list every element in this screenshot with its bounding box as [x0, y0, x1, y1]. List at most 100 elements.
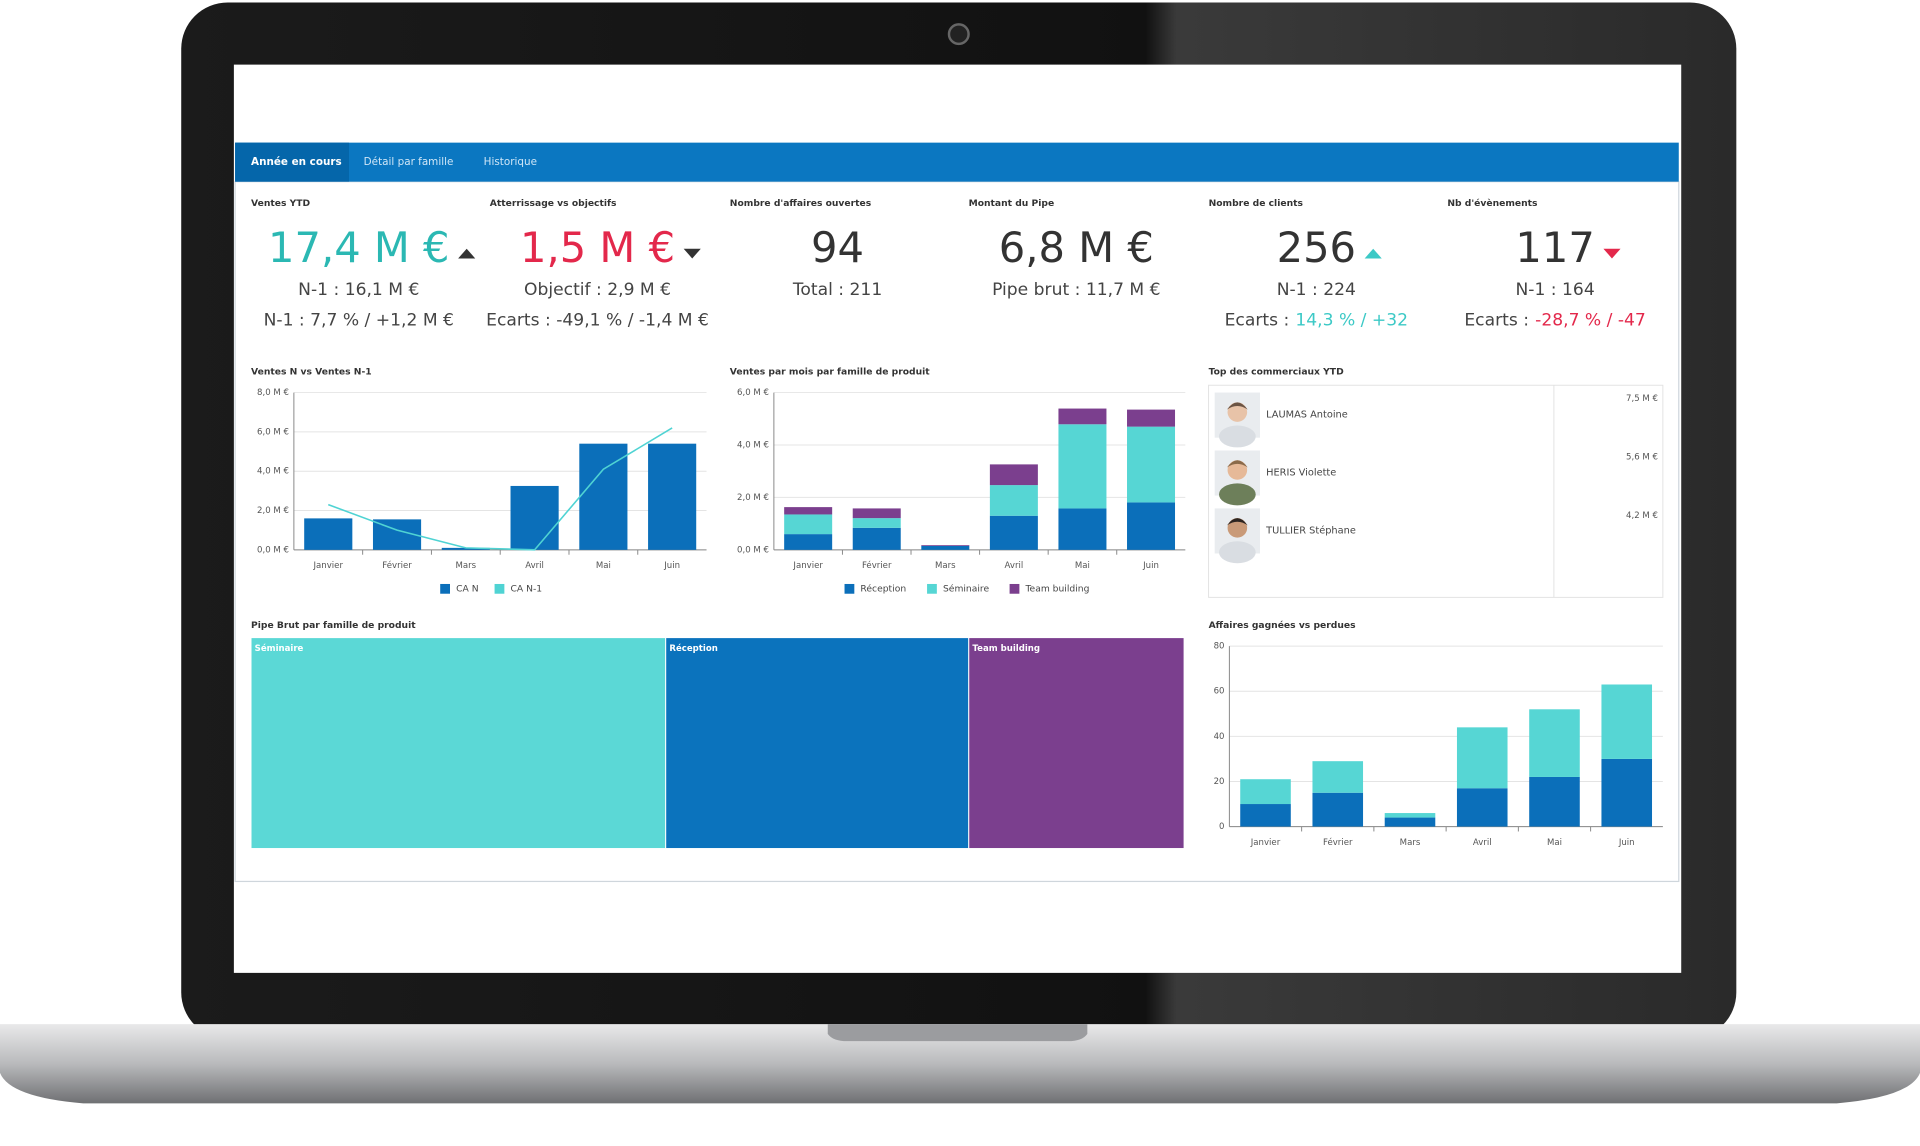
x-tick-label: Mai — [596, 561, 611, 571]
bar-segment — [1456, 788, 1508, 827]
chart-title: Pipe Brut par famille de produit — [251, 620, 416, 631]
y-tick-label: 60 — [1214, 687, 1225, 697]
legend-swatch — [494, 583, 505, 594]
bar-segment — [921, 545, 970, 550]
y-tick-label: 0,0 M € — [737, 545, 769, 555]
trend-arrow — [458, 248, 476, 259]
bar-segment — [989, 485, 1038, 516]
y-tick-label: 6,0 M € — [737, 388, 769, 398]
bar — [510, 485, 559, 550]
sales-value: 4,2 M € — [1626, 511, 1658, 521]
x-tick-label: Janvier — [792, 561, 823, 571]
base-notch — [827, 1024, 1088, 1042]
x-tick-label: Juin — [1618, 838, 1635, 848]
nav-bar — [235, 142, 1679, 182]
bar-segment — [1127, 426, 1176, 503]
bar-segment — [852, 518, 901, 528]
kpi-line-label: Ecarts : — [1464, 311, 1529, 331]
kpi-line: N-1 : 164 — [1515, 280, 1594, 300]
tab-label[interactable]: Historique — [484, 156, 537, 168]
kpi-line-label: Ecarts : — [1225, 311, 1290, 331]
bar-segment — [852, 508, 901, 519]
laptop-base — [0, 1024, 1920, 1104]
x-tick-label: Mai — [1547, 838, 1562, 848]
treemap-label: Réception — [669, 643, 717, 654]
bar-segment — [784, 534, 833, 550]
x-tick-label: Juin — [1142, 561, 1159, 571]
bar-segment — [1240, 804, 1291, 827]
trend-arrow — [1364, 248, 1382, 259]
top-sales-box — [1208, 384, 1664, 598]
avatar-face — [1227, 402, 1248, 422]
y-tick-label: 4,0 M € — [257, 467, 289, 477]
x-tick-label: Février — [862, 560, 892, 571]
x-tick-label: Avril — [525, 561, 544, 571]
trend-arrow — [1603, 248, 1621, 259]
camera — [947, 23, 970, 46]
kpi-value: 256 — [1277, 223, 1356, 272]
kpi-title: Montant du Pipe — [969, 198, 1055, 209]
x-tick-label: Mars — [935, 561, 956, 571]
bar-segment — [1384, 817, 1436, 827]
kpi-value: 6,8 M € — [999, 223, 1154, 272]
kpi-line: Total : 211 — [792, 280, 882, 300]
kpi-value: 94 — [811, 223, 864, 272]
bar-segment — [989, 464, 1038, 486]
tabs: Année en cours Détail par famille Historiq… — [251, 156, 537, 168]
kpi-value: 117 — [1515, 223, 1594, 272]
x-tick-label: Février — [1323, 837, 1353, 848]
line — [327, 427, 673, 551]
bar-segment — [1456, 727, 1508, 789]
bar — [579, 443, 628, 550]
avatar-face — [1227, 460, 1248, 480]
y-tick-label: 0 — [1219, 822, 1224, 832]
tab-label[interactable]: Détail par famille — [364, 156, 454, 168]
y-tick-label: 8,0 M € — [257, 388, 289, 398]
x-tick-label: Mars — [455, 561, 476, 571]
avatar-face — [1227, 518, 1248, 538]
bar-segment — [784, 514, 833, 535]
chart-title: Ventes par mois par famille de produit — [730, 366, 930, 377]
kpi-title: Atterrissage vs objectifs — [490, 198, 617, 209]
kpi-line: N-1 : 224 — [1277, 280, 1356, 300]
bar — [304, 518, 353, 550]
kpi-line: Ecarts : -49,1 % / -1,4 M € — [486, 311, 709, 331]
bar-segment — [1127, 409, 1176, 427]
legend-label: CA N-1 — [510, 583, 542, 594]
y-tick-label: 4,0 M € — [737, 440, 769, 450]
sales-value: 7,5 M € — [1626, 394, 1658, 404]
bar-segment — [1240, 779, 1291, 805]
bar-segment — [852, 527, 901, 550]
y-tick-label: 2,0 M € — [737, 493, 769, 503]
kpi-line-value: -28,7 % / -47 — [1535, 311, 1646, 331]
bar-segment — [1384, 813, 1436, 818]
x-tick-label: Mai — [1075, 561, 1090, 571]
legend-label: Réception — [860, 583, 906, 594]
sales-name: HERIS Violette — [1266, 467, 1336, 478]
charts: Ventes N vs Ventes N-1 0,0 M € 2,0 M € 4,0 … — [250, 366, 1663, 850]
kpi-line: Ecarts : -28,7 % / -47 — [1464, 311, 1645, 331]
sales-name: LAUMAS Antoine — [1266, 410, 1348, 421]
chart-title: Affaires gagnées vs perdues — [1209, 620, 1357, 631]
bar — [648, 443, 697, 550]
legend-label: Séminaire — [943, 583, 990, 594]
bar-segment — [1058, 408, 1107, 425]
active-tab[interactable] — [235, 142, 349, 182]
avatar-hair — [1226, 460, 1248, 468]
avatar-hair — [1226, 402, 1248, 410]
x-tick-label: Février — [382, 560, 412, 571]
bar-segment — [989, 515, 1038, 550]
bar-segment — [1127, 502, 1176, 550]
kpi-title: Nombre de clients — [1209, 198, 1304, 209]
tab-label[interactable]: Année en cours — [251, 156, 342, 168]
treemap-tile — [665, 637, 970, 850]
y-tick-label: 20 — [1214, 777, 1225, 787]
bar-segment — [1529, 709, 1580, 777]
bar-segment — [1601, 684, 1653, 759]
sales-value: 5,6 M € — [1626, 453, 1658, 463]
y-tick-label: 0,0 M € — [257, 545, 289, 555]
y-tick-label: 40 — [1214, 732, 1225, 742]
legend-label: Team building — [1025, 583, 1090, 594]
treemap-label: Séminaire — [255, 643, 304, 654]
